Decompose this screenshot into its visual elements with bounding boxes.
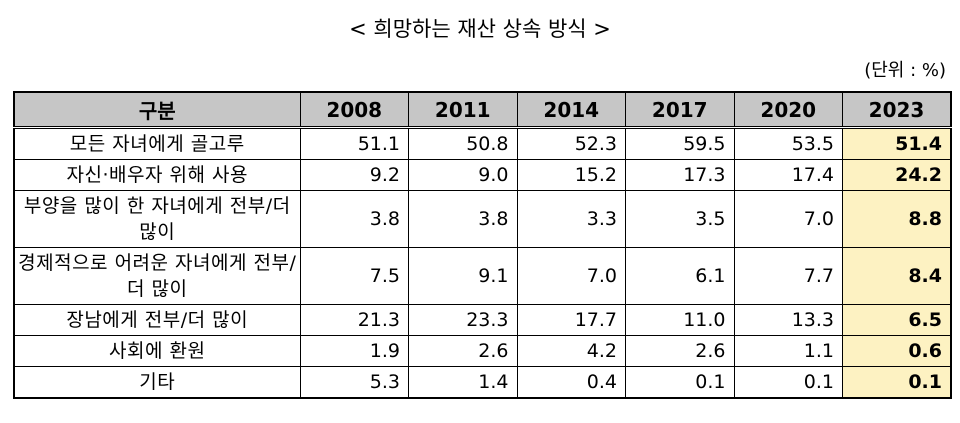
- column-header-year: 2011: [408, 91, 518, 129]
- table-row: 기타 5.3 1.4 0.4 0.1 0.1 0.1: [13, 366, 952, 399]
- row-label: 장남에게 전부/더 많이: [13, 304, 301, 336]
- table-cell-highlight: 8.4: [842, 247, 952, 305]
- column-header-year: 2023: [842, 91, 952, 129]
- inheritance-method-table: 구분 2008 2011 2014 2017 2020 2023 모든 자녀에게…: [13, 91, 952, 399]
- table-cell: 15.2: [516, 159, 626, 191]
- table-cell: 7.7: [733, 247, 843, 305]
- row-label: 자신·배우자 위해 사용: [13, 159, 301, 191]
- column-header-year: 2017: [625, 91, 735, 129]
- column-header-category: 구분: [13, 91, 301, 129]
- table-cell: 3.3: [516, 190, 626, 248]
- table-cell: 1.4: [408, 366, 518, 399]
- table-cell: 23.3: [408, 304, 518, 336]
- table-row: 부양을 많이 한 자녀에게 전부/더 많이 3.8 3.8 3.3 3.5 7.…: [13, 190, 952, 248]
- table-cell: 1.9: [299, 335, 409, 367]
- table-cell: 0.1: [733, 366, 843, 399]
- table-cell: 2.6: [408, 335, 518, 367]
- row-label: 경제적으로 어려운 자녀에게 전부/더 많이: [13, 247, 301, 305]
- table-cell: 13.3: [733, 304, 843, 336]
- row-label: 사회에 환원: [13, 335, 301, 367]
- table-row: 자신·배우자 위해 사용 9.2 9.0 15.2 17.3 17.4 24.2: [13, 159, 952, 191]
- table-cell: 52.3: [516, 127, 626, 160]
- unit-label: (단위 : %): [864, 60, 946, 81]
- table-cell: 1.1: [733, 335, 843, 367]
- column-header-year: 2014: [516, 91, 626, 129]
- table-cell: 0.1: [625, 366, 735, 399]
- table-cell: 3.8: [299, 190, 409, 248]
- table-cell: 9.0: [408, 159, 518, 191]
- table-cell: 9.2: [299, 159, 409, 191]
- table-cell: 17.4: [733, 159, 843, 191]
- table-header-row: 구분 2008 2011 2014 2017 2020 2023: [13, 91, 952, 129]
- table-row: 사회에 환원 1.9 2.6 4.2 2.6 1.1 0.6: [13, 335, 952, 367]
- table-cell: 53.5: [733, 127, 843, 160]
- column-header-year: 2020: [733, 91, 843, 129]
- row-label: 모든 자녀에게 골고루: [13, 127, 301, 160]
- table-cell: 50.8: [408, 127, 518, 160]
- table-cell: 59.5: [625, 127, 735, 160]
- table-cell: 17.7: [516, 304, 626, 336]
- table-cell: 7.0: [516, 247, 626, 305]
- row-label: 부양을 많이 한 자녀에게 전부/더 많이: [13, 190, 301, 248]
- table-cell-highlight: 0.1: [842, 366, 952, 399]
- row-label: 기타: [13, 366, 301, 399]
- column-header-year: 2008: [299, 91, 409, 129]
- table-cell-highlight: 6.5: [842, 304, 952, 336]
- table-cell: 6.1: [625, 247, 735, 305]
- page-title: < 희망하는 재산 상속 방식 >: [349, 17, 611, 41]
- table-cell: 3.8: [408, 190, 518, 248]
- table-cell: 17.3: [625, 159, 735, 191]
- table-cell: 9.1: [408, 247, 518, 305]
- table-cell: 0.4: [516, 366, 626, 399]
- table-cell: 2.6: [625, 335, 735, 367]
- table-cell: 21.3: [299, 304, 409, 336]
- table-cell: 51.1: [299, 127, 409, 160]
- table-row: 모든 자녀에게 골고루 51.1 50.8 52.3 59.5 53.5 51.…: [13, 127, 952, 160]
- table-cell: 7.5: [299, 247, 409, 305]
- table-cell: 11.0: [625, 304, 735, 336]
- table-cell-highlight: 51.4: [842, 127, 952, 160]
- table-cell: 4.2: [516, 335, 626, 367]
- table-cell: 5.3: [299, 366, 409, 399]
- table-cell: 7.0: [733, 190, 843, 248]
- table-row: 경제적으로 어려운 자녀에게 전부/더 많이 7.5 9.1 7.0 6.1 7…: [13, 247, 952, 305]
- table-cell: 3.5: [625, 190, 735, 248]
- table-cell-highlight: 0.6: [842, 335, 952, 367]
- table-row: 장남에게 전부/더 많이 21.3 23.3 17.7 11.0 13.3 6.…: [13, 304, 952, 336]
- table-cell-highlight: 24.2: [842, 159, 952, 191]
- table-cell-highlight: 8.8: [842, 190, 952, 248]
